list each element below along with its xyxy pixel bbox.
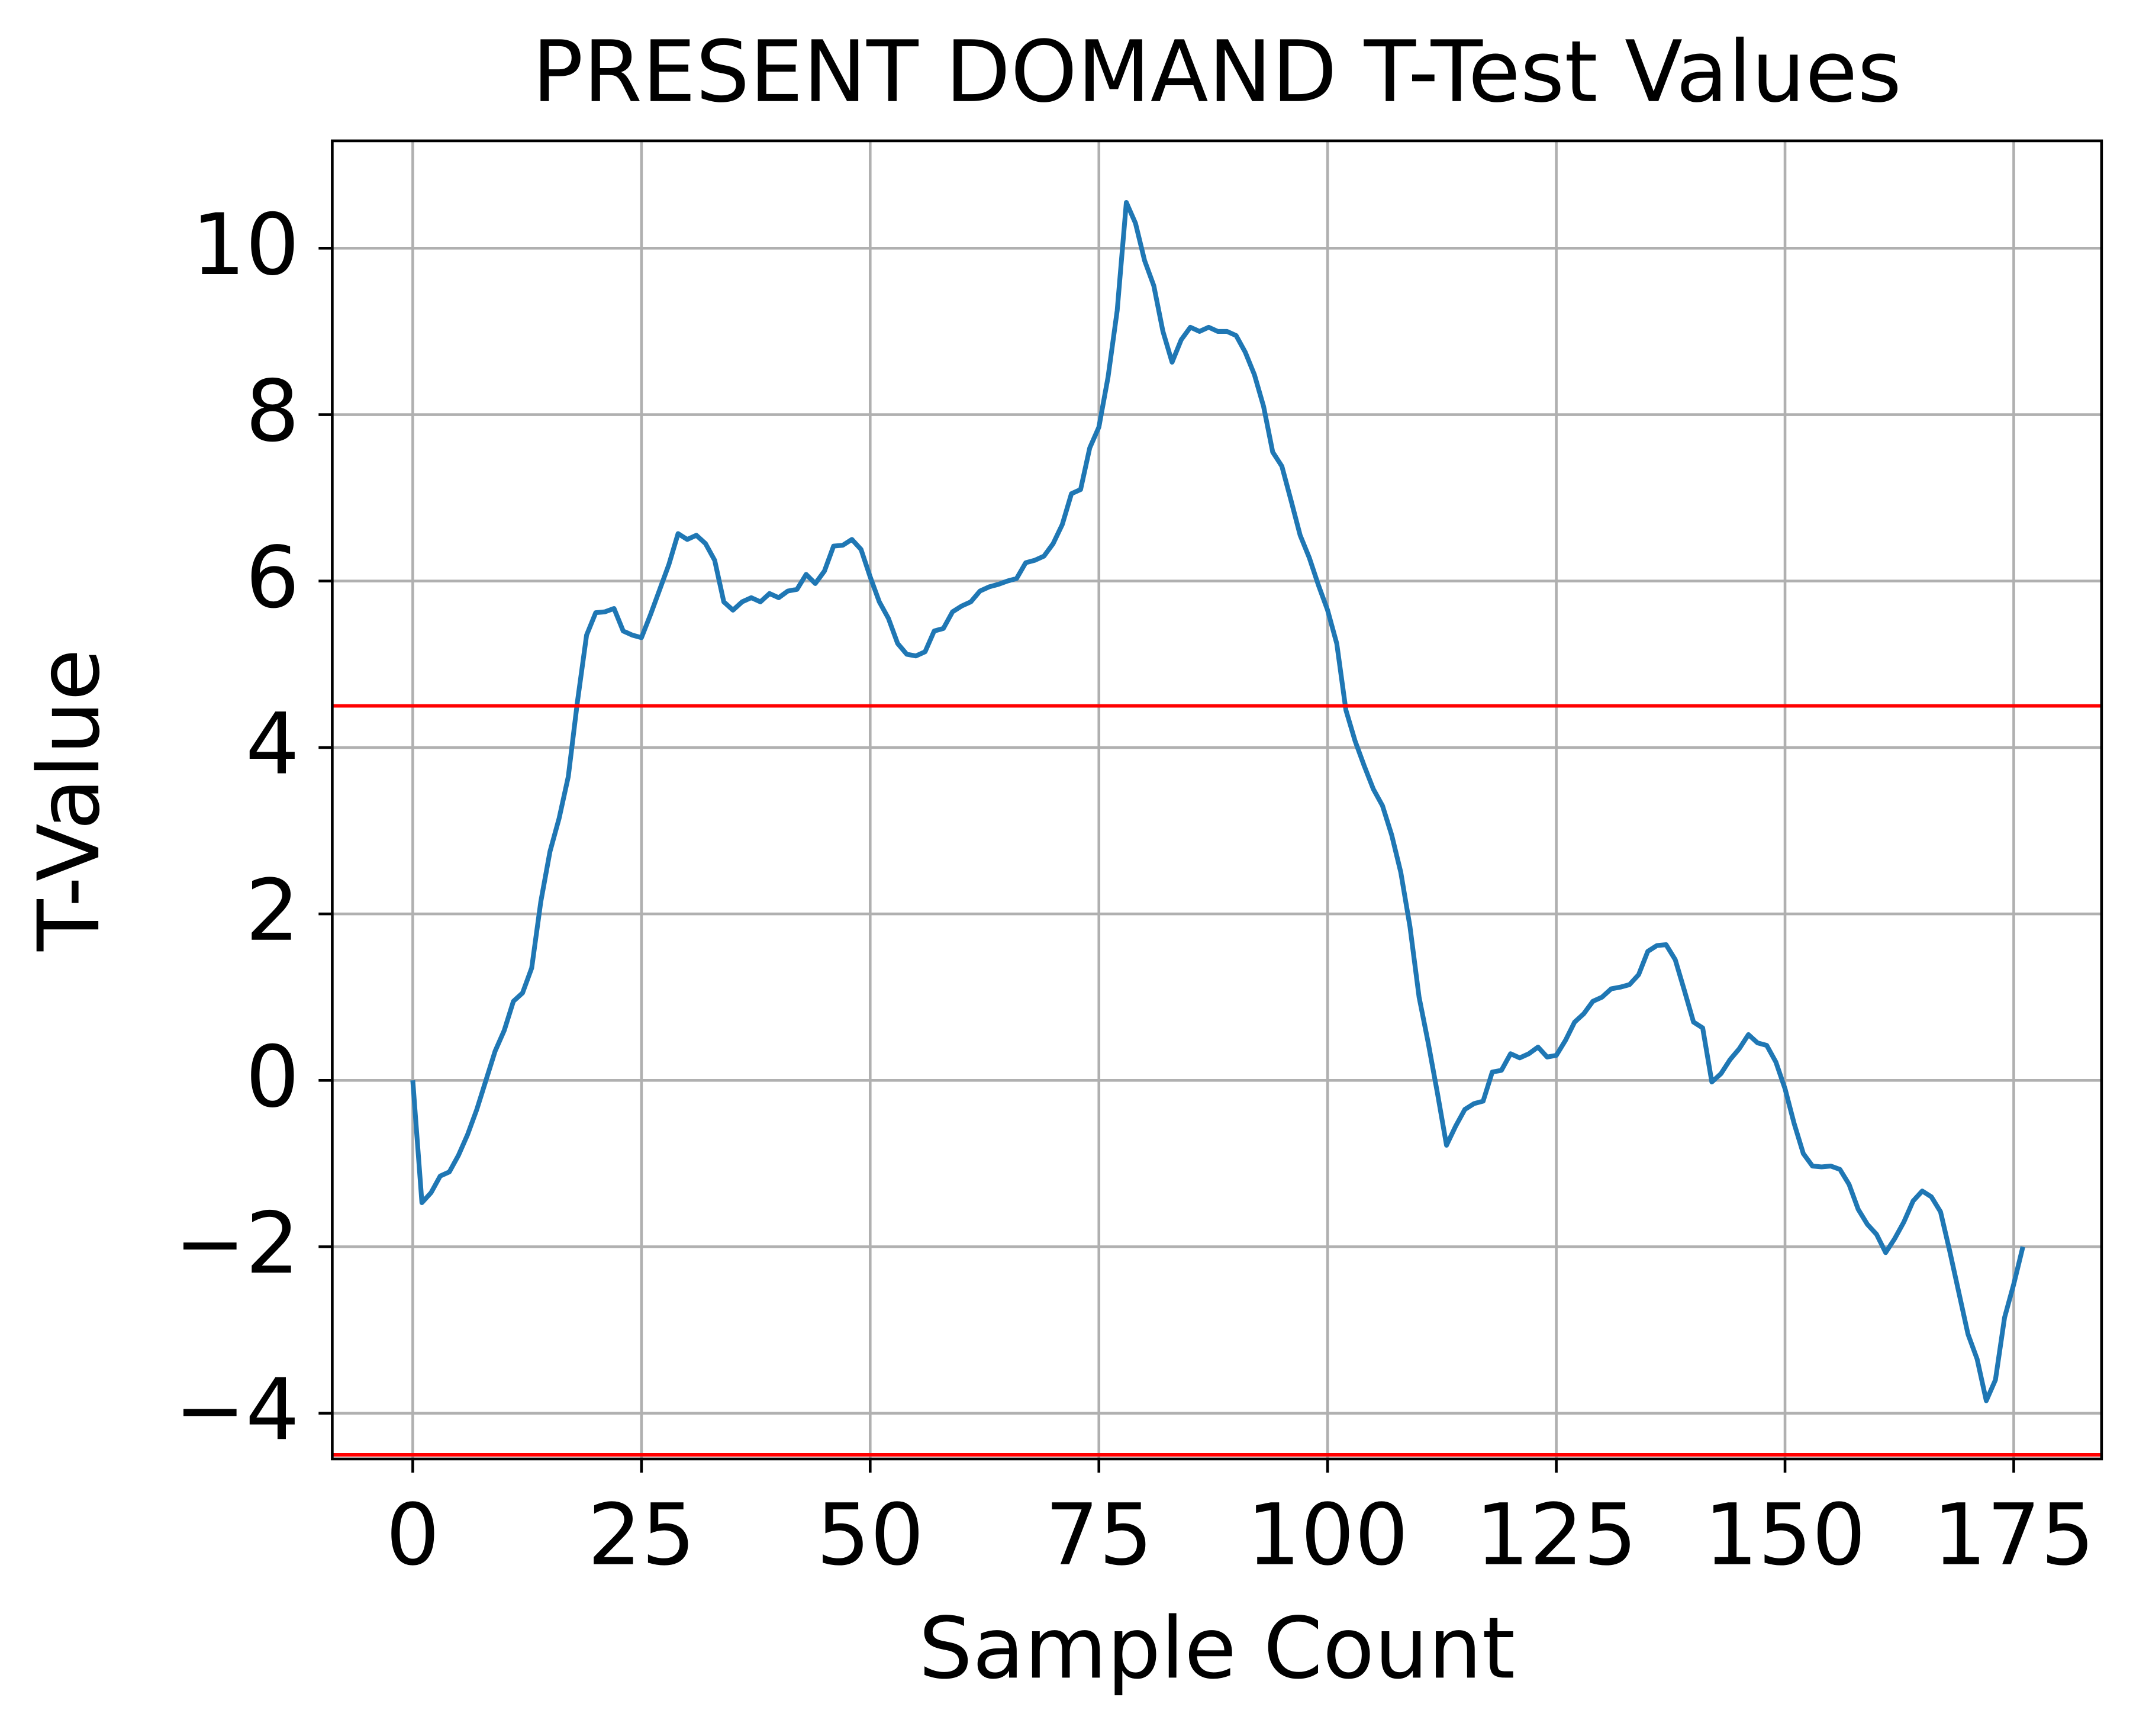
y-tick-label: 0 [246, 1028, 299, 1126]
plot-frame [331, 139, 2103, 1461]
chart-title: PRESENT DOMAND T-Test Values [532, 22, 1902, 121]
x-tick-label: 125 [1475, 1486, 1637, 1584]
y-tick-label: 6 [246, 528, 299, 627]
y-tick-label: 8 [246, 362, 299, 460]
y-tick-label: 4 [246, 695, 299, 794]
x-tick-label: 175 [1933, 1486, 2095, 1584]
x-tick-label: 0 [386, 1486, 440, 1584]
x-tick-label: 150 [1704, 1486, 1865, 1584]
y-tick-label: −4 [175, 1360, 299, 1459]
y-tick-label: 2 [246, 861, 299, 960]
data-line [410, 199, 2025, 1403]
x-tick-label: 50 [816, 1486, 924, 1584]
x-tick-label: 100 [1246, 1486, 1408, 1584]
x-tick-label: 25 [588, 1486, 695, 1584]
y-tick-label: −2 [175, 1194, 299, 1293]
y-axis-label: T-Value [20, 649, 118, 952]
x-tick-label: 75 [1045, 1486, 1153, 1584]
y-tick-label: 10 [192, 195, 299, 294]
x-axis-label: Sample Count [919, 1599, 1515, 1698]
